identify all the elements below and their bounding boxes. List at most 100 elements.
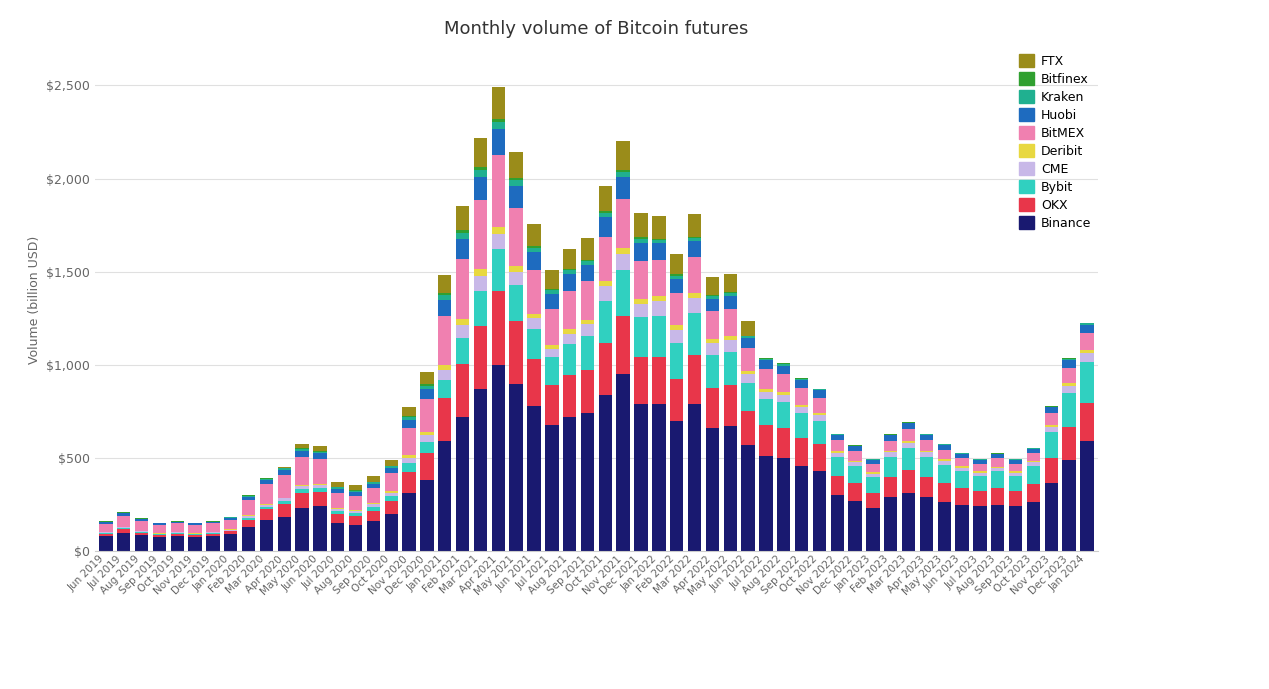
Bar (546, 344, 558, 349)
Bar (563, 417, 576, 551)
Bar (420, 480, 434, 551)
Bar (313, 451, 326, 453)
Bar (207, 536, 220, 551)
Bar (331, 493, 344, 508)
Bar (509, 321, 523, 384)
Bar (973, 506, 986, 551)
Bar (402, 472, 416, 493)
Bar (296, 451, 308, 457)
Bar (634, 404, 647, 551)
Bar (938, 465, 950, 483)
Bar (313, 485, 326, 488)
Bar (920, 435, 933, 440)
Bar (402, 458, 416, 463)
Bar (830, 451, 844, 453)
Bar (331, 509, 344, 511)
Bar (849, 446, 862, 451)
Bar (367, 488, 381, 503)
Bar (759, 400, 773, 425)
Bar (313, 446, 326, 451)
Bar (902, 448, 915, 470)
Bar (599, 287, 612, 300)
Bar (849, 462, 862, 466)
Bar (188, 533, 202, 534)
Bar (794, 413, 808, 438)
Bar (278, 469, 291, 470)
Bar (938, 483, 950, 502)
Bar (296, 457, 308, 484)
Bar (902, 441, 915, 442)
Bar (456, 233, 470, 239)
Bar (473, 200, 487, 269)
Bar (741, 336, 755, 338)
Bar (420, 435, 434, 442)
Bar (706, 429, 720, 551)
Bar (688, 355, 702, 404)
Bar (170, 534, 184, 536)
Bar (135, 531, 148, 532)
Bar (152, 524, 166, 525)
Bar (135, 533, 148, 535)
Bar (225, 518, 237, 520)
Bar (1027, 484, 1041, 502)
Bar (920, 497, 933, 551)
Bar (563, 249, 576, 269)
Bar (456, 258, 470, 319)
Bar (170, 524, 184, 532)
Bar (1044, 413, 1058, 424)
Bar (331, 523, 344, 551)
Bar (634, 305, 647, 318)
Bar (812, 389, 826, 391)
Bar (1044, 483, 1058, 551)
Legend: FTX, Bitfinex, Kraken, Huobi, BitMEX, Deribit, CME, Bybit, OKX, Binance: FTX, Bitfinex, Kraken, Huobi, BitMEX, De… (1019, 54, 1091, 230)
Bar (652, 260, 665, 296)
Bar (759, 359, 773, 360)
Bar (491, 88, 505, 119)
Bar (528, 225, 541, 246)
Bar (367, 477, 381, 482)
Bar (563, 271, 576, 274)
Bar (331, 482, 344, 487)
Bar (117, 529, 131, 533)
Bar (777, 366, 791, 374)
Bar (528, 318, 541, 329)
Bar (1044, 424, 1058, 426)
Bar (670, 254, 684, 274)
Bar (777, 392, 791, 395)
Bar (1009, 473, 1023, 476)
Bar (920, 477, 933, 497)
Bar (902, 442, 915, 448)
Bar (634, 299, 647, 305)
Bar (849, 461, 862, 462)
Bar (741, 371, 755, 373)
Bar (812, 421, 826, 444)
Bar (617, 177, 629, 200)
Bar (706, 295, 720, 296)
Bar (420, 386, 434, 389)
Bar (420, 442, 434, 453)
Bar (473, 269, 487, 276)
Bar (1027, 453, 1041, 461)
Bar (152, 534, 166, 535)
Bar (1044, 426, 1058, 433)
Bar (313, 459, 326, 484)
Bar (599, 236, 612, 280)
Bar (1080, 325, 1094, 333)
Bar (812, 471, 826, 551)
Bar (509, 208, 523, 266)
Bar (794, 466, 808, 551)
Bar (617, 374, 629, 551)
Bar (117, 528, 131, 529)
Bar (260, 480, 273, 484)
Bar (242, 497, 255, 500)
Bar (884, 440, 897, 451)
Bar (741, 411, 755, 445)
Bar (367, 511, 381, 522)
Bar (920, 451, 933, 452)
Bar (884, 497, 897, 551)
Bar (599, 185, 612, 211)
Bar (1062, 460, 1076, 551)
Bar (313, 506, 326, 551)
Bar (652, 243, 665, 260)
Bar (367, 522, 381, 551)
